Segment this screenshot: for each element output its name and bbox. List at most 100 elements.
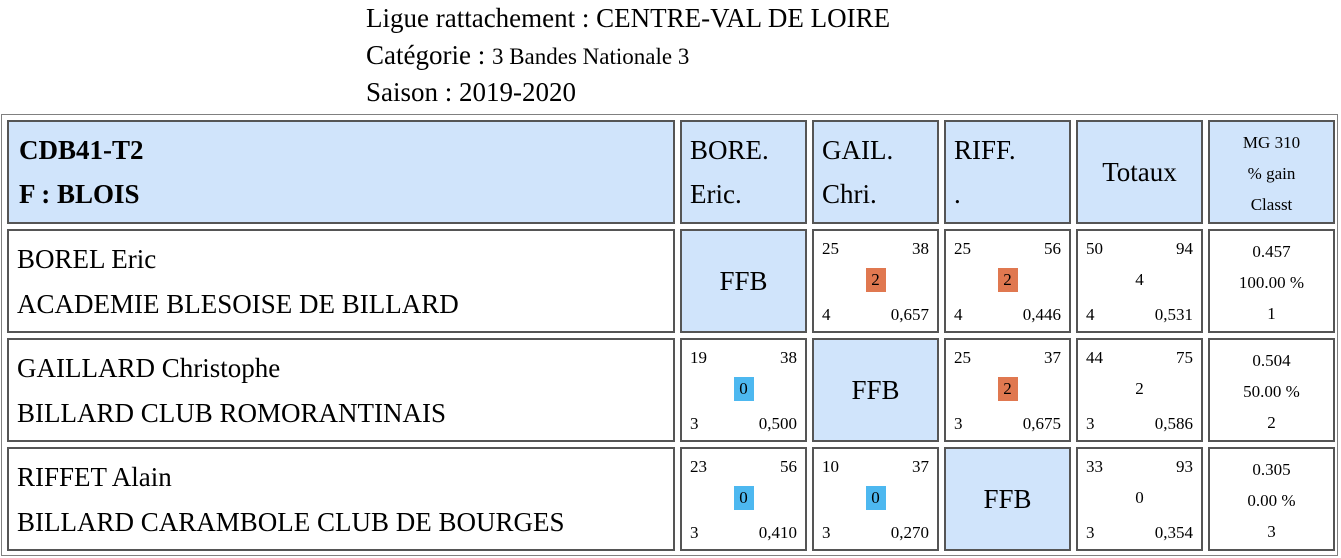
match-points-badge: 0	[733, 377, 754, 401]
player-cell-riffet: RIFFET Alain BILLARD CARAMBOLE CLUB DE B…	[7, 447, 675, 551]
column-header-gaillard: GAIL. Chri.	[812, 120, 939, 224]
player-name: RIFFET Alain	[17, 462, 172, 492]
match-points-badge: 0	[733, 486, 754, 510]
match-result-borel-vs-riffet: 25 56 2 4 0,446	[944, 229, 1071, 333]
column-header-line1: GAIL.	[822, 135, 894, 165]
categorie-value: 3 Bandes Nationale 3	[491, 44, 690, 69]
distance: 37	[1044, 348, 1061, 367]
distance: 38	[780, 348, 797, 367]
column-header-borel: BORE. Eric.	[680, 120, 807, 224]
gain-percent: 50.00 %	[1243, 382, 1300, 401]
totals-cell-borel: 50 94 4 4 0,531	[1076, 229, 1203, 333]
player-cell-borel: BOREL Eric ACADEMIE BLESOISE DE BILLARD	[7, 229, 675, 333]
total-reprises: 3	[1086, 523, 1095, 542]
total-points: 50	[1086, 239, 1103, 258]
ligue-label: Ligue rattachement :	[366, 3, 597, 33]
totals-cell-riffet: 33 93 0 3 0,354	[1076, 447, 1203, 551]
player-name: BOREL Eric	[17, 244, 157, 274]
total-moyenne: 0,531	[1154, 305, 1193, 324]
saison-label: Saison :	[366, 77, 460, 107]
ffb-label: FFB	[719, 265, 768, 296]
column-header-line2: Eric.	[690, 179, 742, 209]
player-club: BILLARD CARAMBOLE CLUB DE BOURGES	[17, 507, 565, 537]
match-points-badge: 2	[997, 377, 1018, 401]
stats-cell-gaillard: 0.504 50.00 % 2	[1208, 338, 1335, 442]
moyenne: 0,410	[758, 523, 797, 542]
column-header-line2: Chri.	[822, 179, 877, 209]
saison-value: 2019-2020	[459, 77, 577, 107]
total-match-points: 0	[1135, 488, 1144, 507]
categorie-label: Catégorie :	[366, 40, 492, 70]
total-match-points: 4	[1135, 270, 1144, 289]
player-club: BILLARD CLUB ROMORANTINAIS	[17, 398, 447, 428]
total-points: 33	[1086, 457, 1103, 476]
match-result-riffet-vs-gaillard: 10 37 0 3 0,270	[812, 447, 939, 551]
distance: 56	[1044, 239, 1061, 258]
classt-label: Classt	[1250, 195, 1293, 214]
moyenne-generale: 0.457	[1252, 242, 1291, 261]
player-cell-gaillard: GAILLARD Christophe BILLARD CLUB ROMORAN…	[7, 338, 675, 442]
totaux-label: Totaux	[1102, 156, 1177, 187]
competition-header: Ligue rattachement : CENTRE-VAL DE LOIRE…	[366, 0, 890, 111]
stats-cell-riffet: 0.305 0.00 % 3	[1208, 447, 1335, 551]
match-points-badge: 2	[865, 268, 886, 292]
points: 10	[822, 457, 839, 476]
match-points-badge: 0	[865, 486, 886, 510]
rank: 1	[1267, 304, 1276, 323]
mg-label: MG 310	[1242, 133, 1301, 152]
match-result-borel-vs-gaillard: 25 38 2 4 0,657	[812, 229, 939, 333]
points: 25	[954, 239, 971, 258]
reprises: 4	[954, 305, 963, 324]
total-reprises: 3	[1086, 414, 1095, 433]
saison-line: Saison : 2019-2020	[366, 74, 890, 111]
reprises: 3	[690, 523, 699, 542]
rank: 2	[1267, 413, 1276, 432]
total-moyenne: 0,586	[1154, 414, 1193, 433]
distance: 56	[780, 457, 797, 476]
moyenne: 0,657	[890, 305, 929, 324]
team-name: F : BLOIS	[19, 179, 140, 209]
ffb-label: FFB	[983, 483, 1032, 514]
total-moyenne: 0,354	[1154, 523, 1193, 542]
reprises: 3	[690, 414, 699, 433]
player-name: GAILLARD Christophe	[17, 353, 281, 383]
ligue-value: CENTRE-VAL DE LOIRE	[596, 3, 891, 33]
team-header-cell: CDB41-T2 F : BLOIS	[7, 120, 675, 224]
team-code: CDB41-T2	[19, 135, 144, 165]
gain-label: % gain	[1247, 164, 1296, 183]
reprises: 3	[822, 523, 831, 542]
match-points-badge: 2	[997, 268, 1018, 292]
distance: 37	[912, 457, 929, 476]
stats-cell-borel: 0.457 100.00 % 1	[1208, 229, 1335, 333]
moyenne: 0,270	[890, 523, 929, 542]
categorie-line: Catégorie : 3 Bandes Nationale 3	[366, 37, 890, 74]
column-header-line1: BORE.	[690, 135, 769, 165]
reprises: 3	[954, 414, 963, 433]
totals-cell-gaillard: 44 75 2 3 0,586	[1076, 338, 1203, 442]
reprises: 4	[822, 305, 831, 324]
stats-header: MG 310 % gain Classt	[1208, 120, 1335, 224]
self-match-cell: FFB	[812, 338, 939, 442]
ffb-label: FFB	[851, 374, 900, 405]
column-header-line2: .	[954, 179, 961, 209]
match-result-gaillard-vs-borel: 19 38 0 3 0,500	[680, 338, 807, 442]
points: 25	[822, 239, 839, 258]
gain-percent: 0.00 %	[1247, 491, 1296, 510]
moyenne-generale: 0.504	[1252, 351, 1291, 370]
gain-percent: 100.00 %	[1238, 273, 1305, 292]
total-distance: 94	[1176, 239, 1193, 258]
points: 25	[954, 348, 971, 367]
distance: 38	[912, 239, 929, 258]
match-result-riffet-vs-borel: 23 56 0 3 0,410	[680, 447, 807, 551]
totaux-header: Totaux	[1076, 120, 1203, 224]
self-match-cell: FFB	[680, 229, 807, 333]
total-distance: 75	[1176, 348, 1193, 367]
moyenne-generale: 0.305	[1252, 460, 1291, 479]
ligue-line: Ligue rattachement : CENTRE-VAL DE LOIRE	[366, 0, 890, 37]
moyenne: 0,675	[1022, 414, 1061, 433]
points: 23	[690, 457, 707, 476]
moyenne: 0,500	[758, 414, 797, 433]
total-points: 44	[1086, 348, 1103, 367]
self-match-cell: FFB	[944, 447, 1071, 551]
moyenne: 0,446	[1022, 305, 1061, 324]
